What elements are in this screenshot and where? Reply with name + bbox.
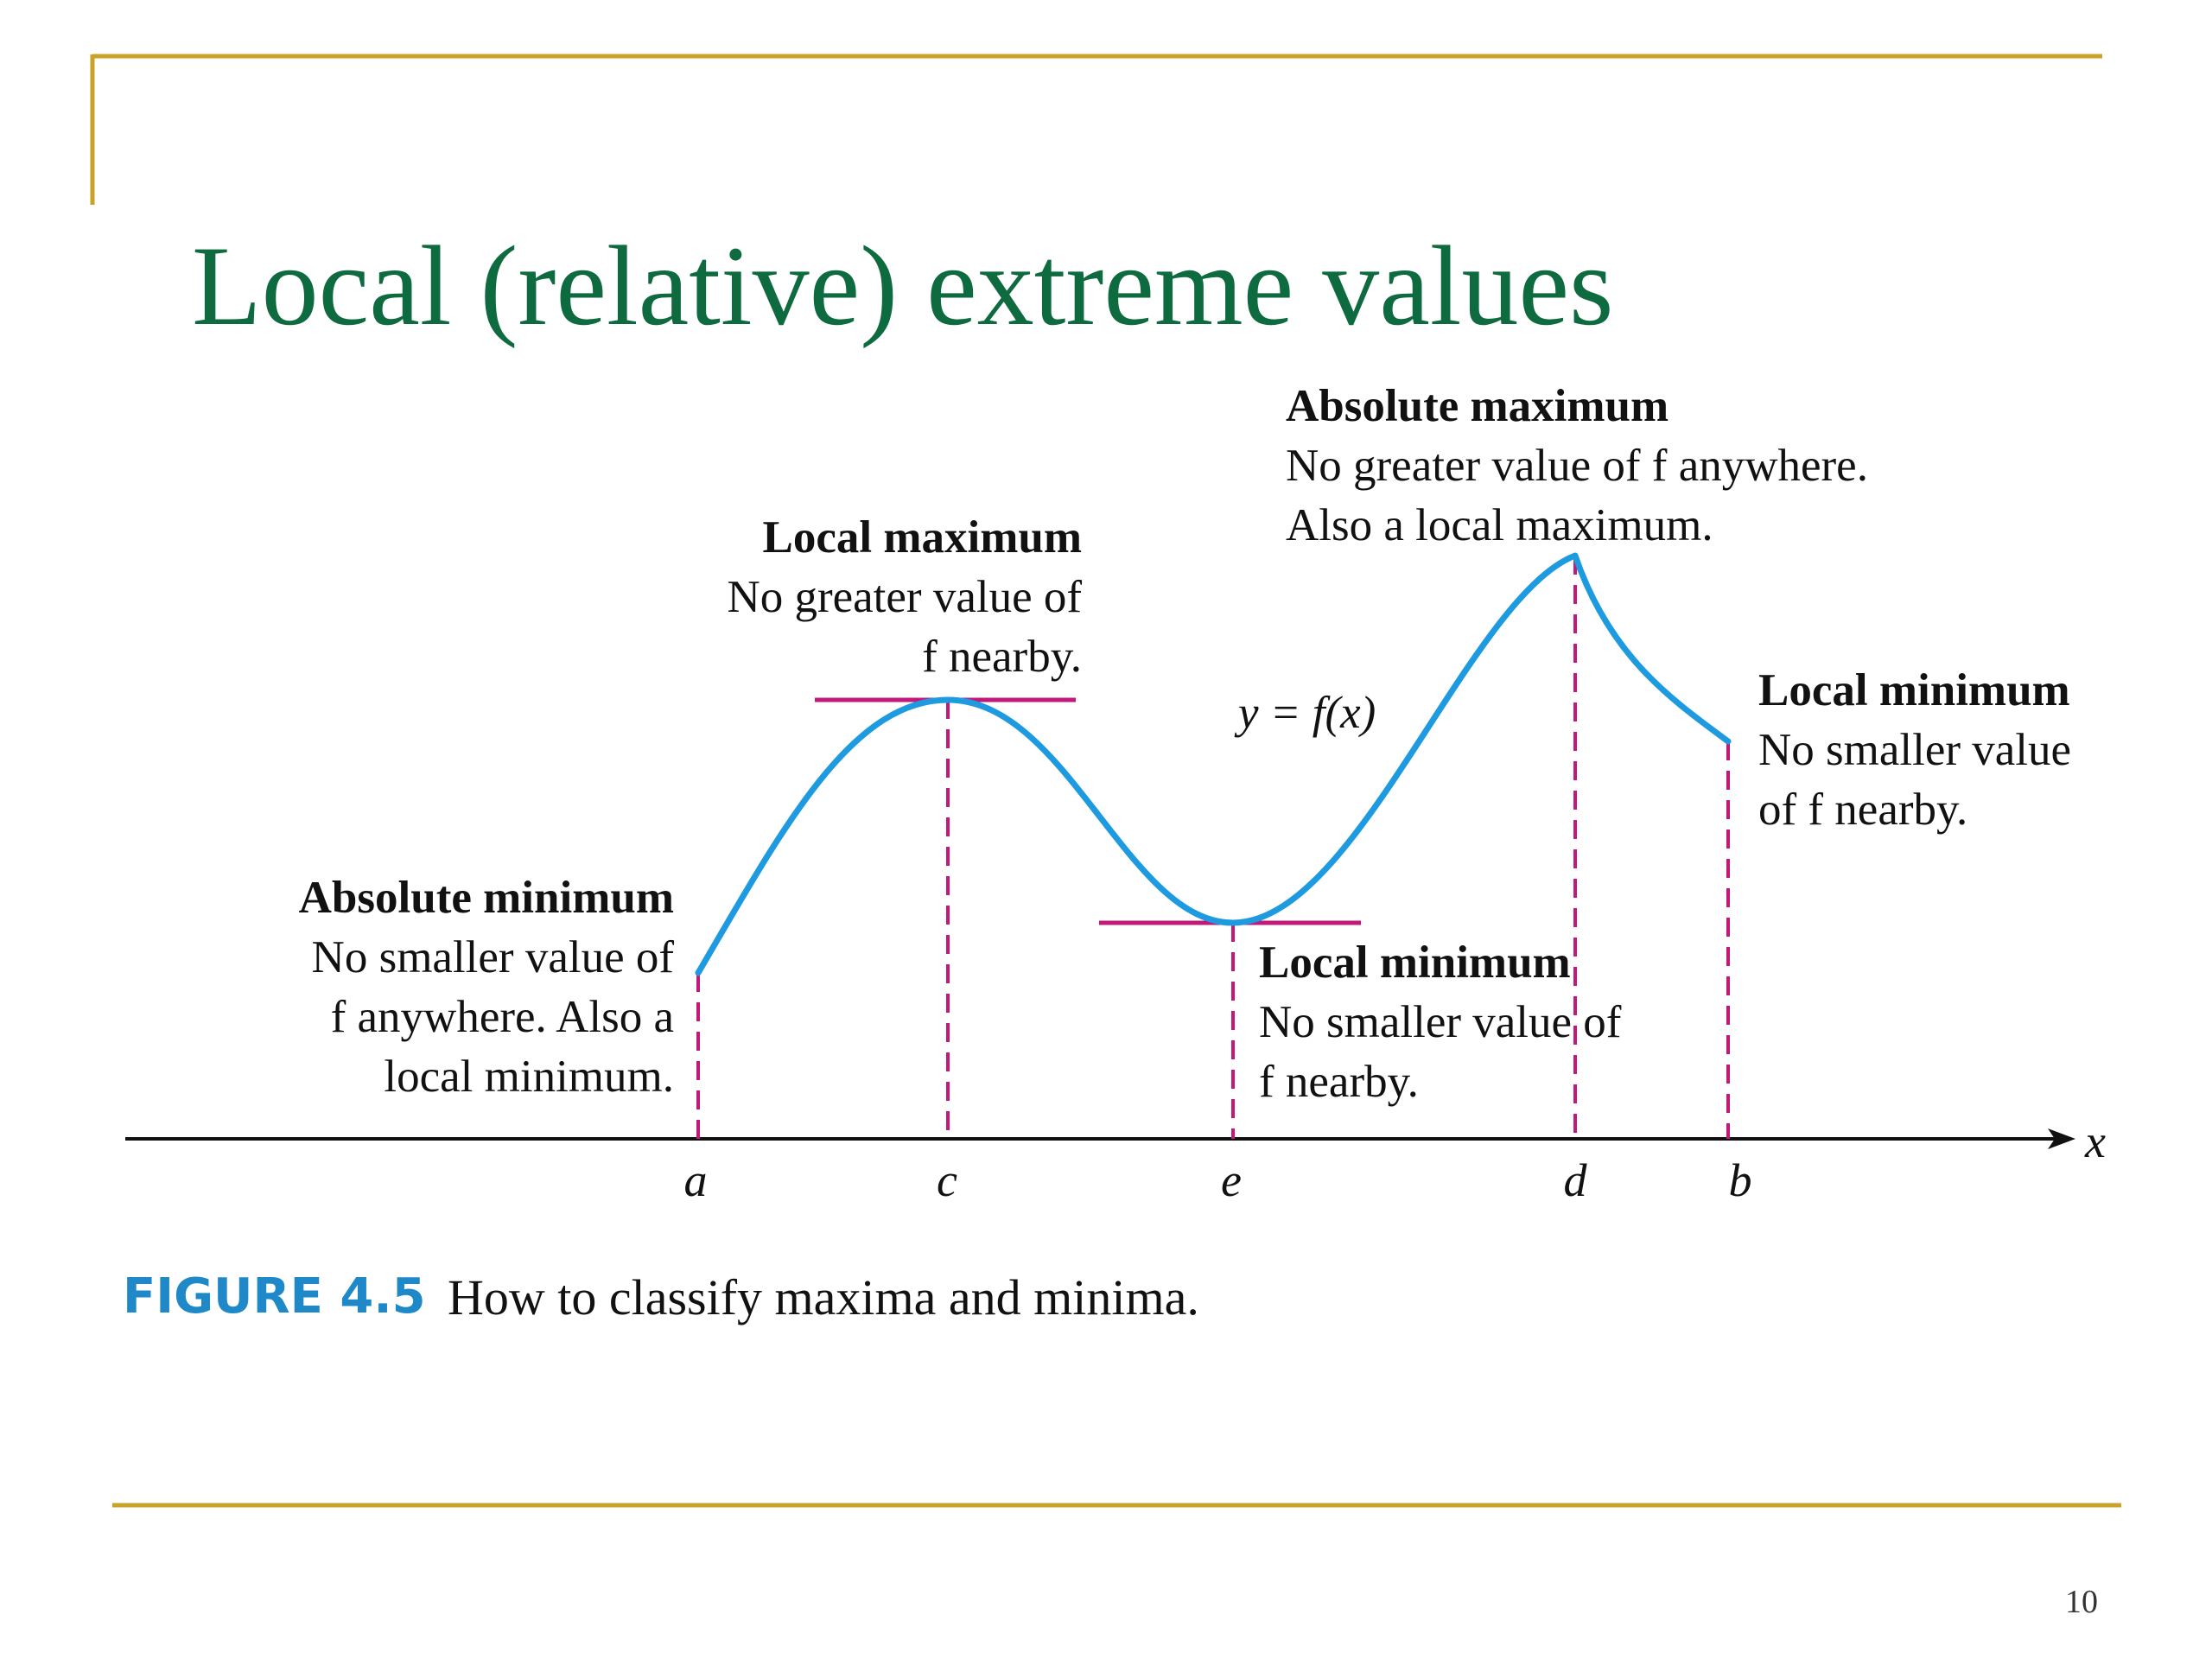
tick-label-a: a bbox=[683, 1154, 708, 1206]
curve-label: y = f(x) bbox=[1238, 688, 1376, 738]
tick-label-d: d bbox=[1563, 1154, 1587, 1206]
local-minimum-e-heading: Local minimum bbox=[1259, 938, 1571, 988]
absolute-maximum-line-2: Also a local maximum. bbox=[1286, 500, 1713, 550]
tick-label-c: c bbox=[937, 1154, 957, 1206]
absolute-maximum-heading: Absolute maximum bbox=[1286, 381, 1669, 431]
local-maximum-line-2: f nearby. bbox=[922, 632, 1082, 682]
local-minimum-b-line-1: No smaller value bbox=[1758, 725, 2072, 775]
x-axis-label: x bbox=[2085, 1116, 2106, 1167]
slide-title: Local (relative) extreme values bbox=[192, 222, 1614, 349]
absolute-minimum-heading: Absolute minimum bbox=[298, 873, 674, 923]
local-minimum-e-line-2: f nearby. bbox=[1259, 1057, 1419, 1107]
absolute-minimum-line-2: f anywhere. Also a bbox=[330, 992, 674, 1042]
absolute-maximum-line-1: No greater value of f anywhere. bbox=[1286, 441, 1868, 491]
local-maximum-line-1: No greater value of bbox=[727, 572, 1082, 622]
local-maximum-heading: Local maximum bbox=[762, 512, 1083, 563]
x-axis-arrowhead bbox=[2048, 1128, 2075, 1149]
figure-caption: How to classify maxima and minima. bbox=[448, 1269, 1199, 1325]
absolute-minimum-line-3: local minimum. bbox=[384, 1052, 674, 1102]
tick-label-b: b bbox=[1728, 1154, 1752, 1206]
local-minimum-b-annotation: Local minimum No smaller value of f near… bbox=[1758, 661, 2071, 840]
page-number: 10 bbox=[2065, 1584, 2098, 1620]
absolute-maximum-annotation: Absolute maximum No greater value of f a… bbox=[1286, 377, 1868, 556]
absolute-minimum-line-1: No smaller value of bbox=[311, 932, 674, 982]
local-minimum-b-line-2: of f nearby. bbox=[1758, 785, 1968, 835]
figure-label: FIGURE 4.5 bbox=[123, 1268, 426, 1325]
function-curve bbox=[695, 552, 1732, 976]
tick-label-e: e bbox=[1221, 1154, 1242, 1206]
local-minimum-b-heading: Local minimum bbox=[1758, 665, 2070, 715]
local-minimum-e-annotation: Local minimum No smaller value of f near… bbox=[1259, 933, 1621, 1112]
absolute-minimum-annotation: Absolute minimum No smaller value of f a… bbox=[299, 868, 674, 1107]
local-maximum-annotation: Local maximum No greater value of f near… bbox=[727, 508, 1082, 687]
local-minimum-e-line-1: No smaller value of bbox=[1259, 997, 1622, 1047]
